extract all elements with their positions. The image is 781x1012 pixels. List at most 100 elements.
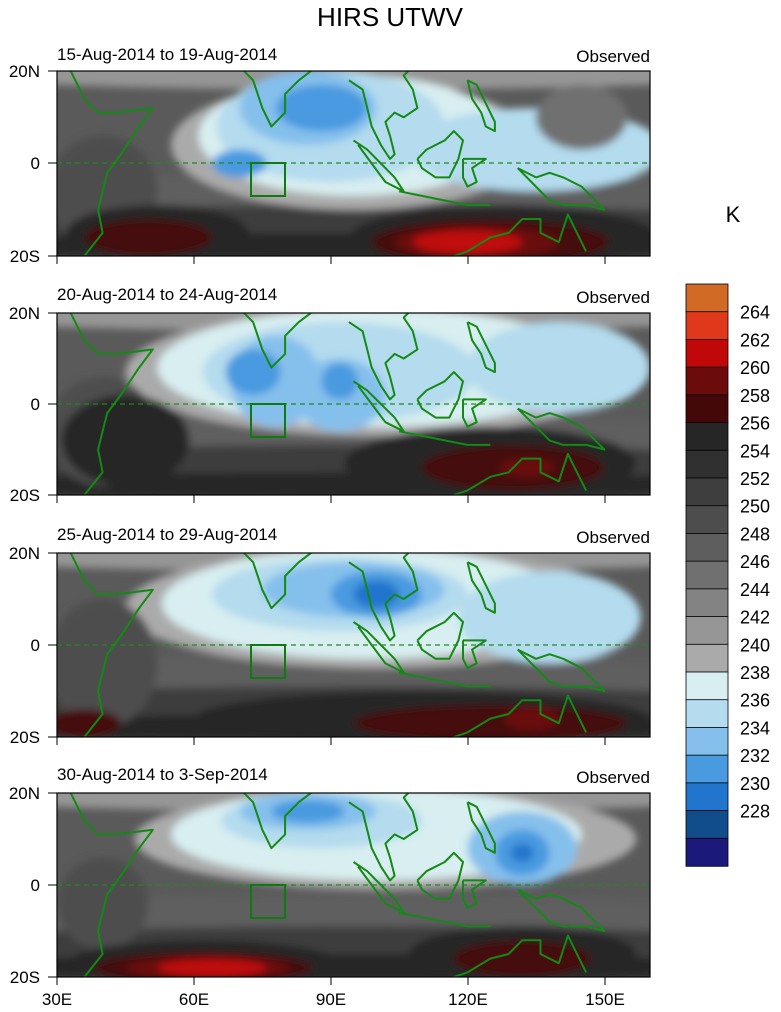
coastline-segment-7 [462,879,487,909]
xtick-90e: 90E [316,990,346,1009]
panel-2-box-region [250,403,286,438]
panel-4-ytick-0: 0 [31,876,40,895]
panel-4-coastline [69,793,606,977]
coastline-segment-5 [398,190,491,207]
colorbar-label-242: 242 [740,608,770,628]
panel-2: 20-Aug-2014 to 24-Aug-2014 Observed 20N … [9,285,651,505]
contour-region-8 [510,843,534,862]
panel-2-coastline [69,313,606,495]
colorbar-labels: 264 262 260 258 256 254 252 250 248 246 244 242 240 2… [740,303,770,822]
colorbar-swatch-1 [685,283,729,313]
colorbar-label-230: 230 [740,774,770,794]
panel-4-ytick-20s: 20S [10,968,40,987]
panel-3-ytick-20n: 20N [9,544,40,563]
colorbar-swatch-4 [685,366,729,396]
colorbar-label-250: 250 [740,497,770,517]
panel-3-field [57,553,650,737]
contour-region-12 [57,709,121,737]
colorbar-label-254: 254 [740,441,770,461]
coastline-segment-1 [69,793,154,977]
coastline-segment-3 [348,313,419,401]
coastline-segment-4 [352,380,405,433]
panel-1-ytick-0: 0 [31,154,40,173]
colorbar-swatch-11 [685,560,729,590]
panel-2-ytick-20n: 20N [9,304,40,323]
coastline-segment-10 [450,934,587,977]
coastline-segment-5 [398,671,491,688]
contour-region-15 [453,940,591,977]
coastline-segment-5 [398,911,491,928]
colorbar-swatch-2 [685,311,729,341]
panel-1-label: Observed [576,47,650,66]
coastline-segment-10 [450,453,587,495]
coastline-segment-3 [348,793,419,882]
panel-1-coastline [69,71,606,256]
coastline-segment-9 [516,407,606,451]
colorbar-swatch-17 [685,727,729,756]
coastline-segment-9 [516,167,606,211]
contour-region-8 [535,84,628,150]
panel-4-period: 30-Aug-2014 to 3-Sep-2014 [57,765,268,784]
panel-3-label: Observed [576,528,650,547]
colorbar-label-256: 256 [740,414,770,434]
panel-4-box-region [250,884,286,919]
colorbar-swatch-6 [685,422,729,451]
panel-2-period: 20-Aug-2014 to 24-Aug-2014 [57,285,277,304]
coastline-segment-6 [416,130,464,179]
panel-1-ytick-20s: 20S [10,247,40,266]
coastline-segment-2 [242,553,340,610]
colorbar-label-260: 260 [740,358,770,378]
xtick-150e: 150E [585,990,625,1009]
colorbar-swatch-16 [685,699,729,729]
colorbar-swatch-12 [685,588,729,618]
colorbar-swatch-14 [685,643,729,673]
colorbar-label-262: 262 [740,330,770,350]
contour-region-6 [353,580,400,609]
contour-region-13 [61,394,190,486]
colorbar-label-232: 232 [740,746,770,766]
coastline-segment-2 [242,313,340,369]
contour-region-8 [467,322,650,414]
xtick-30e: 30E [42,990,72,1009]
contour-region-13 [157,959,267,977]
contour-region-11 [504,707,559,731]
panel-3-ytick-0: 0 [31,636,40,655]
colorbar-swatch-5 [685,394,729,424]
contour-region-7 [321,363,359,400]
coastline-segment-1 [69,313,154,495]
colorbar-swatch-18 [685,754,729,784]
colorbar-swatch-9 [685,505,729,535]
colorbar-swatch-3 [685,339,729,368]
colorbar-label-264: 264 [740,303,770,323]
panel-3-ticks [48,552,606,745]
colorbar-units: K [726,202,741,227]
panel-4-ticks [48,792,606,985]
contour-region-10 [353,704,628,737]
panel-4-field [57,793,650,977]
colorbar-swatch-8 [685,477,729,507]
coastline-segment-8 [466,79,496,133]
panel-2-field [57,313,650,495]
coastline-segment-3 [348,553,419,642]
coastline-segment-2 [242,793,340,850]
panel-4-label: Observed [576,768,650,787]
colorbar-swatch-15 [685,671,729,701]
coastline-segment-8 [466,561,496,614]
panel-4-ytick-20n: 20N [9,784,40,803]
colorbar-label-240: 240 [740,635,770,655]
panel-1-ytick-20n: 20N [9,62,40,81]
colorbar-label-246: 246 [740,552,770,572]
coastline-segment-9 [516,648,606,692]
colorbar-swatch-13 [685,616,729,645]
contour-region-15 [84,219,213,256]
colorbar [685,283,729,867]
colorbar-label-228: 228 [740,802,770,822]
colorbar-swatch-7 [685,449,729,479]
colorbar-label-248: 248 [740,524,770,544]
panel-3-coastline [69,553,606,737]
colorbar-label-234: 234 [740,718,770,738]
xtick-120e: 120E [448,990,488,1009]
colorbar-swatch-21 [685,837,729,867]
panel-1-period: 15-Aug-2014 to 19-Aug-2014 [57,45,277,64]
coastline-segment-6 [416,851,464,900]
